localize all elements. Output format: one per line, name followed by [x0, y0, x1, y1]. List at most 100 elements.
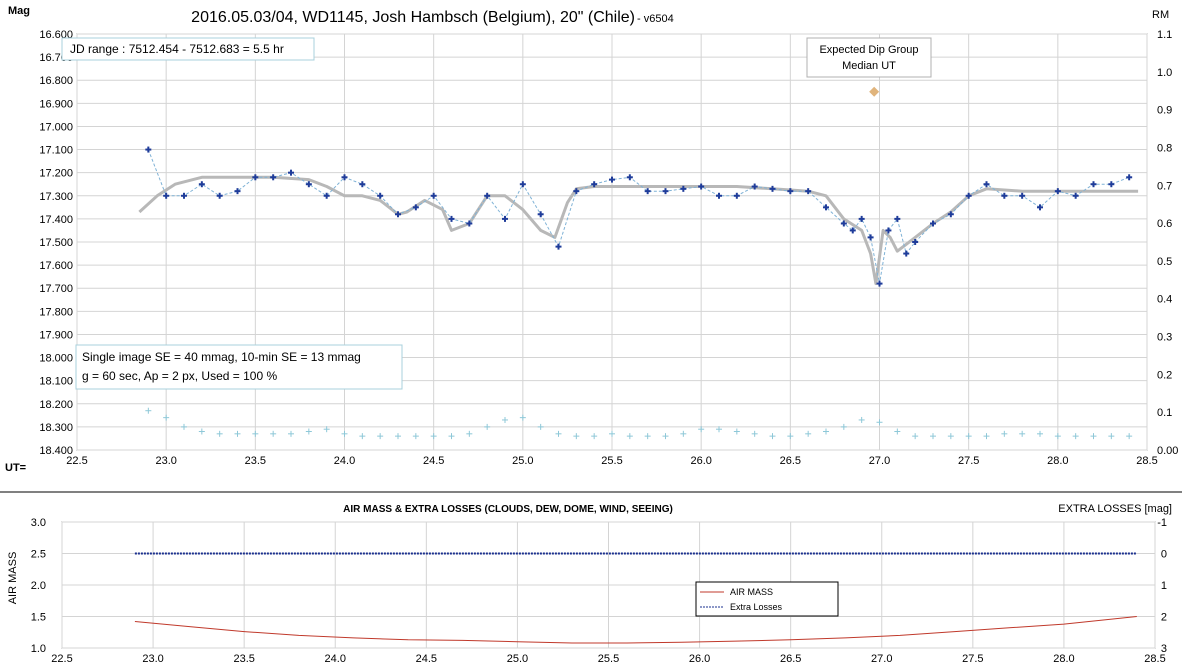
ref-point — [537, 423, 544, 430]
chart-subtitle: - v6504 — [637, 13, 674, 25]
data-point — [323, 192, 330, 199]
jd-range-text: JD range : 7512.454 - 7512.683 = 5.5 hr — [70, 42, 284, 56]
ref-point — [555, 430, 562, 437]
data-point — [412, 204, 419, 211]
data-point — [787, 188, 794, 195]
bottom-y2-tick-label: 2 — [1161, 612, 1167, 624]
ref-point — [965, 433, 972, 440]
ref-point — [198, 428, 205, 435]
data-point — [341, 174, 348, 181]
data-point — [1019, 192, 1026, 199]
ref-point — [787, 433, 794, 440]
top-y2-tick-label: 0.3 — [1157, 332, 1172, 344]
ref-point — [626, 433, 633, 440]
top-y-tick-label: 17.000 — [39, 121, 73, 133]
data-point — [662, 188, 669, 195]
data-point — [965, 192, 972, 199]
data-point — [198, 181, 205, 188]
bottom-y-tick-label: 2.0 — [31, 580, 46, 592]
legend-extra-label: Extra Losses — [730, 602, 783, 612]
top-x-tick-label: 24.0 — [334, 455, 355, 467]
data-point — [885, 227, 892, 234]
data-point — [502, 215, 508, 222]
ref-point — [805, 430, 812, 437]
top-x-tick-label: 27.0 — [869, 455, 890, 467]
data-point — [395, 211, 401, 218]
data-point — [930, 220, 936, 227]
top-y2-tick-label: 0.6 — [1157, 218, 1172, 230]
data-point — [1090, 181, 1097, 188]
data-point — [555, 243, 562, 250]
top-x-tick-label: 28.0 — [1047, 455, 1068, 467]
data-point — [823, 204, 829, 211]
data-point — [537, 211, 544, 218]
top-y-tick-label: 16.800 — [39, 75, 73, 87]
bottom-y-title: AIR MASS — [7, 552, 19, 605]
legend-airmass-label: AIR MASS — [730, 587, 773, 597]
ref-point — [1001, 430, 1008, 437]
top-series — [138, 86, 1139, 440]
data-point — [698, 183, 705, 190]
ref-point — [502, 416, 508, 423]
ref-point — [1090, 433, 1097, 440]
ref-point — [769, 433, 776, 440]
data-point — [1037, 204, 1043, 211]
bottom-x-tick-label: 22.5 — [51, 653, 72, 665]
ref-point — [466, 430, 473, 437]
bottom-x-tick-label: 25.0 — [507, 653, 528, 665]
top-y-tick-label: 17.500 — [39, 237, 73, 249]
bottom-x-tick-label: 27.5 — [962, 653, 983, 665]
data-point — [1126, 174, 1133, 181]
top-y-tick-label: 18.300 — [39, 422, 73, 434]
ref-point — [519, 414, 526, 421]
data-point — [769, 185, 776, 192]
top-y-tick-label: 18.100 — [39, 376, 73, 388]
ref-point — [1054, 433, 1061, 440]
top-ticks: 22.5 23.0 23.5 24.0 24.5 25.0 25.5 26.0 26.5 27.0… — [39, 29, 1178, 467]
data-point — [591, 181, 598, 188]
data-point — [216, 192, 223, 199]
top-y2-tick-label: 1.1 — [1157, 29, 1172, 41]
data-point — [1054, 188, 1061, 195]
data-point — [305, 181, 312, 188]
data-point — [751, 183, 758, 190]
top-y2-tick-label: 0.2 — [1157, 369, 1172, 381]
ref-point — [983, 433, 990, 440]
bottom-x-tick-label: 28.5 — [1144, 653, 1165, 665]
bottom-y2-title: EXTRA LOSSES [mag] — [1058, 503, 1172, 515]
dip-group-box: Expected Dip Group Median UT — [806, 37, 932, 78]
data-point — [359, 181, 366, 188]
bottom-y-tick-label: 3.0 — [31, 517, 46, 529]
data-point — [805, 188, 812, 195]
top-x-tick-label: 25.0 — [512, 455, 533, 467]
ref-point — [591, 433, 598, 440]
airmass-line — [134, 616, 1137, 644]
data-point — [484, 192, 491, 199]
top-x-tick-label: 25.5 — [601, 455, 622, 467]
data-point — [1001, 192, 1008, 199]
data-point — [858, 215, 865, 222]
data-point — [573, 188, 580, 195]
bottom-x-tick-label: 28.0 — [1053, 653, 1074, 665]
data-point — [377, 192, 384, 199]
top-x-tick-label: 26.0 — [690, 455, 711, 467]
ref-point — [377, 433, 384, 440]
ref-point — [395, 433, 401, 440]
ref-point — [181, 423, 187, 430]
ref-point — [216, 430, 223, 437]
ref-point — [662, 433, 669, 440]
y-axis-title: Mag — [8, 5, 30, 17]
bottom-y2-tick-label: 0 — [1161, 549, 1167, 561]
bottom-x-tick-label: 24.0 — [325, 653, 346, 665]
top-y-tick-label: 17.300 — [39, 191, 73, 203]
data-point — [644, 188, 651, 195]
ref-point — [288, 430, 294, 437]
top-x-tick-label: 23.5 — [245, 455, 266, 467]
top-y2-tick-label: 1.0 — [1157, 67, 1172, 79]
bottom-y-tick-label: 1.0 — [31, 643, 46, 655]
dip-marker — [869, 86, 880, 97]
data-point — [466, 220, 473, 227]
data-point — [947, 211, 954, 218]
ref-point — [430, 433, 437, 440]
top-y2-tick-label: 0.7 — [1157, 180, 1172, 192]
